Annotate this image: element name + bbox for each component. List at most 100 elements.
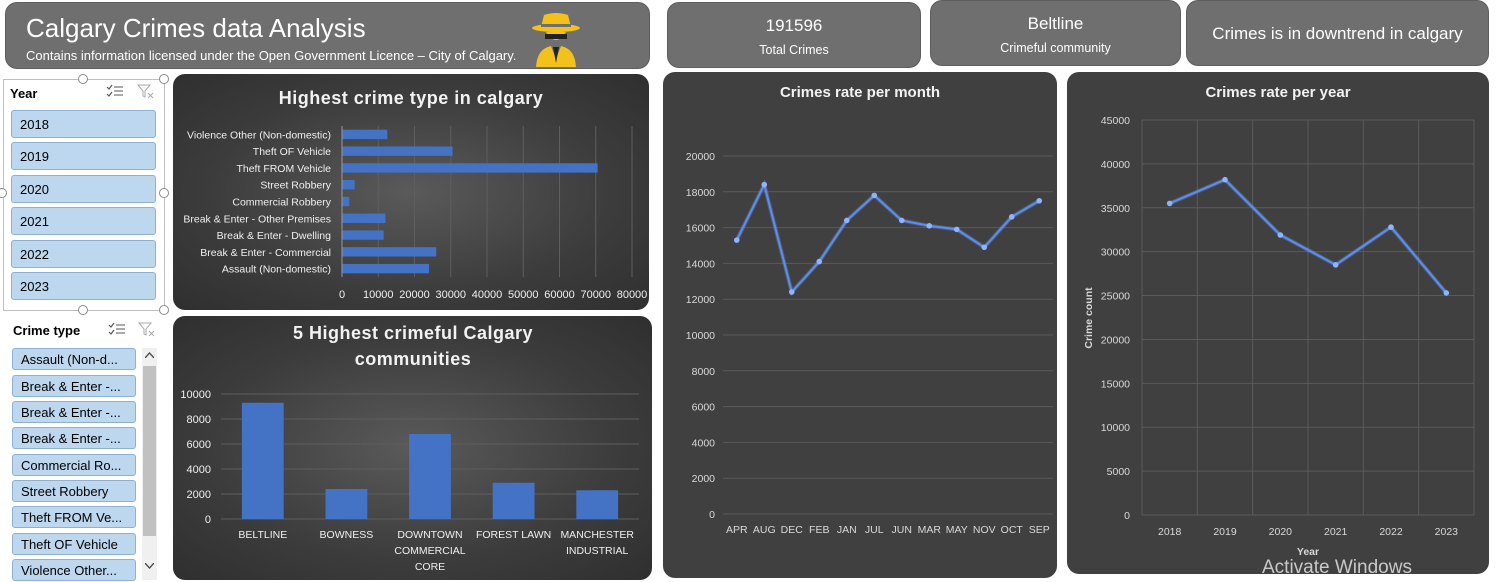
crime-type-slicer-header: Crime type <box>13 323 81 338</box>
bar <box>241 402 284 519</box>
x-tick-label: NOV <box>973 524 996 536</box>
slicer-item-crime-type[interactable]: Violence Other... <box>12 559 136 581</box>
scrollbar-thumb[interactable] <box>143 366 156 536</box>
data-point <box>926 223 933 229</box>
chevron-up-icon[interactable] <box>145 352 154 358</box>
y-tick-label: 10000 <box>686 330 715 342</box>
x-axis-title: Year <box>1297 546 1319 558</box>
total-crimes-label: Total Crimes <box>759 43 829 57</box>
slicer-item-crime-type[interactable]: Theft FROM Ve... <box>12 506 136 528</box>
y-tick-label: 20000 <box>686 151 715 163</box>
slicer-item-crime-type[interactable]: Break & Enter -... <box>12 375 136 397</box>
slicer-item-year[interactable]: 2018 <box>11 110 156 138</box>
resize-handle[interactable] <box>78 74 88 84</box>
activate-windows-watermark: Activate Windows <box>1262 557 1412 578</box>
slicer-item-crime-type[interactable]: Street Robbery <box>12 480 136 502</box>
y-tick-label: 8000 <box>692 366 716 378</box>
y-tick-label: 0 <box>709 509 715 521</box>
clear-filter-icon[interactable] <box>138 321 156 337</box>
bar <box>342 196 350 207</box>
trend-text: Crimes is in downtrend in calgary <box>1212 24 1463 43</box>
total-crimes-value: 191596 <box>765 16 823 35</box>
slicer-item-crime-type[interactable]: Commercial Ro... <box>12 454 136 476</box>
slicer-item-crime-type[interactable]: Assault (Non-d... <box>12 348 136 370</box>
resize-handle[interactable] <box>159 305 169 315</box>
slicer-item-crime-type[interactable]: Theft OF Vehicle <box>12 533 136 555</box>
monthly-chart-title: Crimes rate per month <box>779 84 941 101</box>
y-tick-label: 2000 <box>692 473 716 485</box>
x-tick-label: JUN <box>892 524 912 536</box>
kpi-total-crimes: 191596 Total Crimes <box>667 2 921 68</box>
data-point <box>1036 197 1043 204</box>
yearly-chart-panel: Crimes rate per year 0 5000 10000 15000 2000… <box>1067 72 1489 574</box>
resize-handle[interactable] <box>78 305 88 315</box>
y-tick-label: Theft FROM Vehicle <box>236 163 331 175</box>
y-tick-label: 10000 <box>1101 422 1130 434</box>
year-slicer: Year 2018 2019 2020 2021 2022 2023 <box>3 79 165 311</box>
x-tick-label: 0 <box>339 289 345 301</box>
chevron-down-icon[interactable] <box>145 563 154 569</box>
dashboard-subtitle: Contains information licensed under the … <box>26 48 517 63</box>
slicer-item-year[interactable]: 2023 <box>11 272 156 300</box>
y-tick-label: 6000 <box>692 402 716 414</box>
y-tick-label: 0 <box>205 514 211 526</box>
detective-icon <box>532 13 580 67</box>
x-tick-label: DOWNTOWN COMMERCIAL CORE <box>394 529 465 573</box>
x-tick-label: 2019 <box>1213 526 1237 538</box>
x-tick-label: 60000 <box>544 289 575 301</box>
x-tick-label: APR <box>726 524 748 536</box>
slicer-item-year[interactable]: 2022 <box>11 240 156 268</box>
y-axis-title: Crime count <box>1083 287 1095 349</box>
y-tick-label: 16000 <box>686 223 715 235</box>
y-tick-label: 30000 <box>1101 247 1130 259</box>
slicer-scrollbar[interactable] <box>142 348 157 580</box>
clear-filter-icon[interactable] <box>137 83 155 99</box>
crime-type-chart-panel: Highest crime type in calgary 0 10000 2000… <box>173 74 649 310</box>
x-tick-label: 2023 <box>1435 526 1459 538</box>
series-line <box>1169 178 1448 294</box>
y-tick-label: 2000 <box>187 489 211 501</box>
crimeful-community-value: Beltline <box>1027 14 1084 33</box>
y-tick-label: Violence Other (Non-domestic) <box>187 129 331 141</box>
x-tick-label: 2022 <box>1379 526 1403 538</box>
slicer-item-year[interactable]: 2019 <box>11 142 156 170</box>
year-slicer-header: Year <box>10 86 38 101</box>
slicer-item-crime-type[interactable]: Break & Enter -... <box>12 401 136 423</box>
slicer-item-year[interactable]: 2021 <box>11 207 156 235</box>
bar <box>325 489 368 519</box>
slicer-item-year[interactable]: 2020 <box>11 175 156 203</box>
bar <box>342 230 384 240</box>
multi-select-icon[interactable] <box>108 321 126 337</box>
x-tick-label: MAR <box>918 524 942 536</box>
y-tick-label: 15000 <box>1101 378 1130 390</box>
communities-chart-panel: 5 Highest crimeful Calgary communities 0… <box>173 316 652 580</box>
y-tick-label: Theft OF Vehicle <box>253 146 331 158</box>
bar <box>409 434 451 519</box>
y-tick-label: 4000 <box>187 464 211 476</box>
y-tick-label: Break & Enter - Commercial <box>200 247 331 259</box>
bar <box>492 482 535 519</box>
data-point <box>761 181 768 188</box>
bar <box>576 490 619 519</box>
y-tick-label: 35000 <box>1101 203 1130 215</box>
x-tick-label: 40000 <box>472 289 503 301</box>
yearly-chart: 0 5000 10000 15000 20000 25000 30000 35000 40000… <box>1083 115 1475 558</box>
y-tick-label: 14000 <box>686 258 715 270</box>
x-tick-label: FEB <box>809 524 829 536</box>
data-point <box>981 244 988 251</box>
x-tick-label: BOWNESS <box>320 529 374 541</box>
monthly-chart: 0 2000 4000 6000 8000 10000 12000 14000 16000 180… <box>686 151 1053 536</box>
series-line-glow <box>734 178 1041 297</box>
bar <box>342 146 453 156</box>
multi-select-icon[interactable] <box>106 83 124 99</box>
resize-handle[interactable] <box>0 188 7 198</box>
x-tick-label: MANCHESTER INDUSTRIAL <box>560 529 634 557</box>
crime-type-chart-title: Highest crime type in calgary <box>278 88 544 108</box>
header-panel: Calgary Crimes data Analysis Contains in… <box>5 2 650 69</box>
resize-handle[interactable] <box>159 74 169 84</box>
y-tick-label: 8000 <box>187 414 211 426</box>
x-tick-label: 2021 <box>1324 526 1348 538</box>
y-tick-label: 45000 <box>1101 115 1130 127</box>
slicer-item-crime-type[interactable]: Break & Enter -... <box>12 427 136 449</box>
resize-handle[interactable] <box>159 188 169 198</box>
